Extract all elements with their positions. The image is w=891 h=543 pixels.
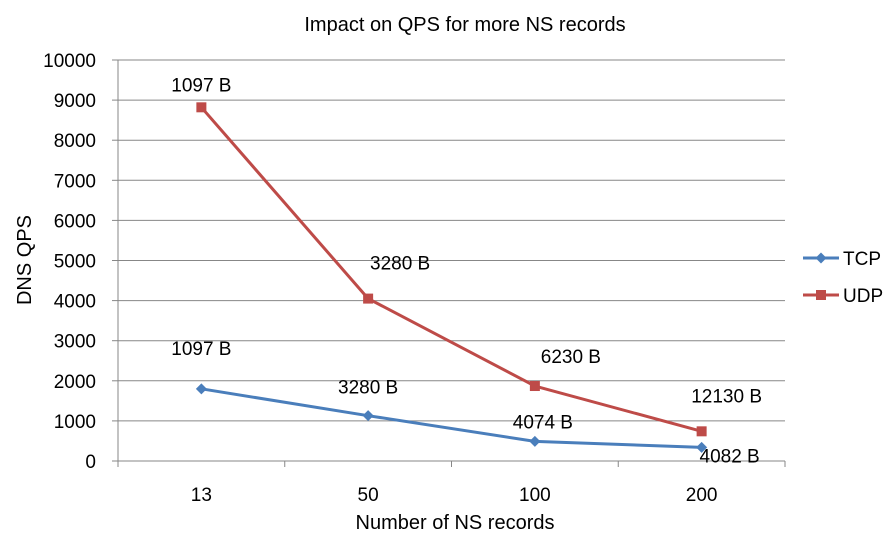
series-lines xyxy=(195,102,708,453)
x-tick-label: 100 xyxy=(519,485,551,506)
series-line-tcp xyxy=(201,387,702,449)
data-label-udp: 12130 B xyxy=(691,386,762,407)
data-label-tcp: 4082 B xyxy=(700,446,760,467)
y-tick-label: 3000 xyxy=(54,332,96,353)
legend: TCP UDP xyxy=(803,249,883,307)
data-label-udp: 6230 B xyxy=(541,347,601,368)
legend-marker-tcp xyxy=(815,252,827,264)
legend-label-tcp: TCP xyxy=(843,249,881,270)
chart-title: Impact on QPS for more NS records xyxy=(304,14,625,36)
data-label-tcp: 1097 B xyxy=(171,339,231,360)
y-tick-label: 10000 xyxy=(43,51,96,72)
data-point-udp xyxy=(363,293,374,304)
x-tick-label: 50 xyxy=(358,485,379,506)
data-point-udp xyxy=(696,426,707,437)
y-tick-label: 5000 xyxy=(54,252,96,273)
legend-label-udp: UDP xyxy=(843,286,883,307)
data-labels: 1097 B 3280 B 4074 B 4082 B 1097 B 3280 B 6230… xyxy=(171,75,762,467)
y-axis-title: DNS QPS xyxy=(14,215,36,305)
data-point-tcp xyxy=(195,383,207,395)
data-point-tcp xyxy=(696,441,708,453)
data-label-tcp: 3280 B xyxy=(338,378,398,399)
y-tick-label: 8000 xyxy=(54,131,96,152)
data-label-tcp: 4074 B xyxy=(513,412,573,433)
x-axis-title: Number of NS records xyxy=(356,512,555,534)
y-tick-label: 4000 xyxy=(54,292,96,313)
data-point-tcp xyxy=(529,435,541,447)
data-label-udp: 1097 B xyxy=(171,75,231,96)
data-label-udp: 3280 B xyxy=(370,254,430,275)
data-point-udp xyxy=(196,102,207,113)
gridlines xyxy=(118,59,785,422)
x-tick-label: 13 xyxy=(191,485,212,506)
y-tick-label: 1000 xyxy=(54,412,96,433)
legend-marker-udp xyxy=(816,290,826,300)
x-tick-label: 200 xyxy=(686,485,718,506)
y-tick-label: 9000 xyxy=(54,91,96,112)
data-point-udp xyxy=(529,381,540,392)
y-tick-label: 0 xyxy=(85,452,96,473)
axes: 0 1000 2000 3000 4000 5000 6000 7000 8000 9000 100… xyxy=(43,51,786,506)
y-tick-label: 6000 xyxy=(54,211,96,232)
series-line-udp xyxy=(200,106,703,433)
y-tick-label: 2000 xyxy=(54,372,96,393)
y-tick-label: 7000 xyxy=(54,171,96,192)
data-point-tcp xyxy=(362,410,374,422)
